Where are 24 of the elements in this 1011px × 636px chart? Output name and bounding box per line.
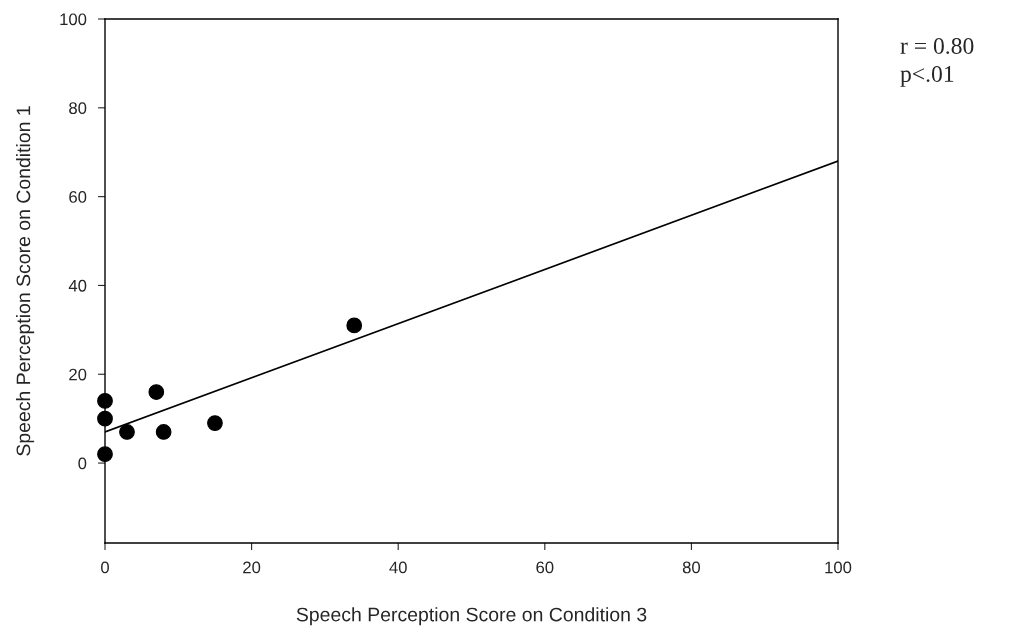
x-tick-label: 40 xyxy=(389,561,407,574)
x-tick-label: 60 xyxy=(536,561,554,574)
point xyxy=(155,424,172,440)
point xyxy=(97,446,113,463)
point xyxy=(207,415,223,431)
y-tick-label: 80 xyxy=(69,102,87,115)
point xyxy=(119,424,135,440)
y-tick-label: 20 xyxy=(69,368,87,381)
y-tick-label: 60 xyxy=(69,191,87,203)
x-axis-title: Speech Perception Score on Condition 3 xyxy=(296,607,647,626)
x-tick-label: 20 xyxy=(243,561,261,574)
y-tick-label: 40 xyxy=(68,279,87,292)
y-axis-title: Speech Perception Score on Condition 1 xyxy=(16,106,35,456)
text: r = 0.80 xyxy=(900,37,974,55)
text: p<.01 xyxy=(900,65,954,87)
point xyxy=(346,317,363,334)
y-tick-label: 100 xyxy=(60,13,87,26)
point xyxy=(97,393,113,409)
x-tick-label: 80 xyxy=(682,561,701,574)
x-tick-label: 100 xyxy=(825,561,852,574)
y-tick-label: 0 xyxy=(78,457,87,470)
point xyxy=(97,410,113,427)
x-tick-label: 0 xyxy=(101,561,109,574)
point xyxy=(148,384,165,400)
